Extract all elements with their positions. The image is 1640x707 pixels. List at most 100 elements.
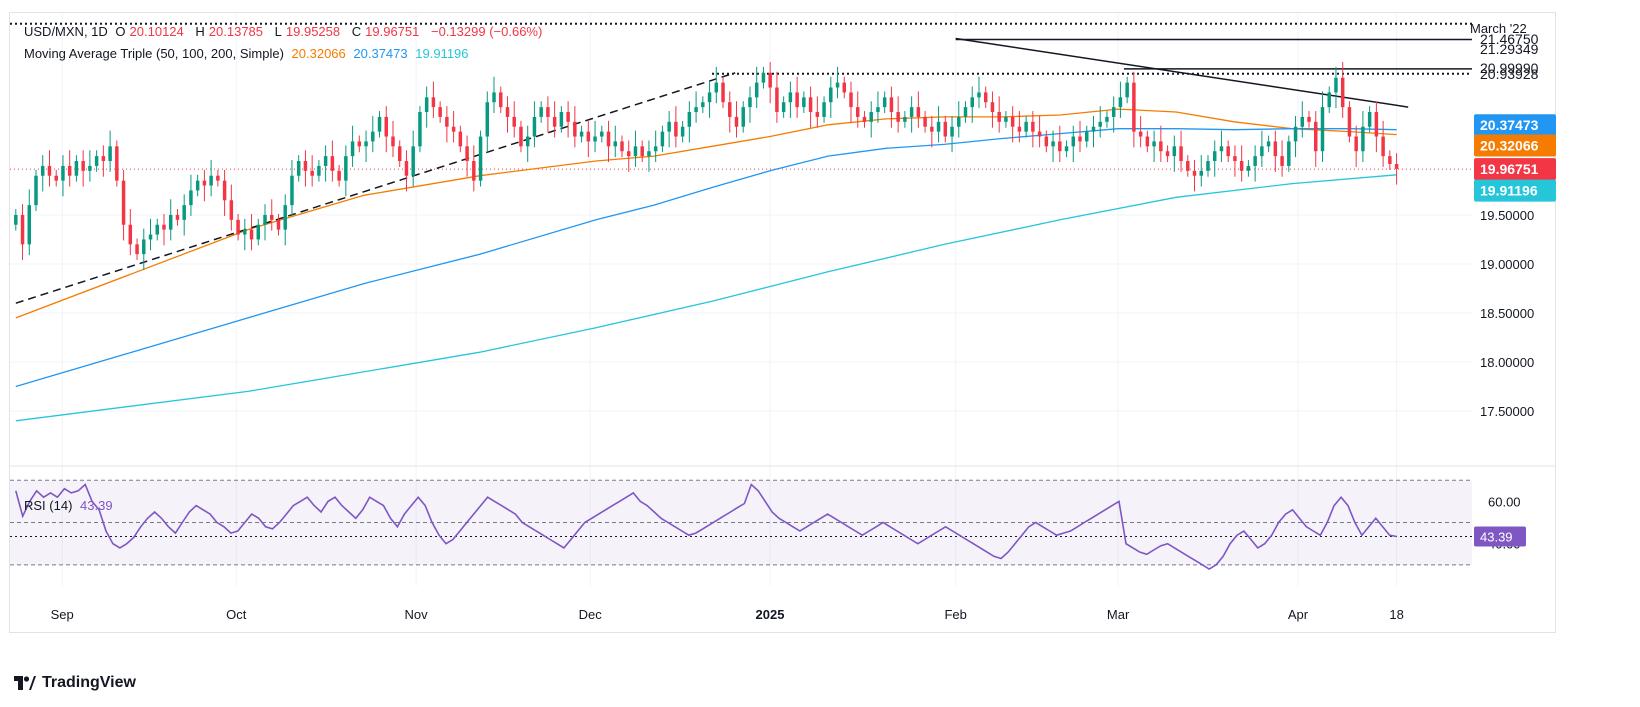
candle-body bbox=[701, 102, 705, 108]
time-axis-label: Nov bbox=[405, 607, 429, 622]
candle-body bbox=[923, 116, 927, 127]
candle-body bbox=[472, 161, 476, 181]
candle-body bbox=[1388, 156, 1392, 164]
candle-body bbox=[552, 116, 557, 127]
candle-body bbox=[983, 92, 988, 103]
candle-body bbox=[189, 190, 193, 206]
change-value: −0.13299 (−0.66%) bbox=[431, 24, 543, 39]
rsi-axis-tick: 60.00 bbox=[1488, 494, 1521, 509]
brand-name: TradingView bbox=[42, 674, 136, 691]
candle-body bbox=[1226, 146, 1230, 157]
price-axis-tick: 18.50000 bbox=[1480, 306, 1534, 321]
candle-body bbox=[802, 97, 806, 108]
candle-body bbox=[162, 224, 166, 230]
price-tag-text: 19.96751 bbox=[1480, 161, 1539, 177]
candle-body bbox=[465, 146, 469, 162]
candle-body bbox=[1111, 107, 1116, 117]
candle-body bbox=[1051, 141, 1055, 147]
candle-body bbox=[350, 141, 355, 157]
candle-body bbox=[1340, 77, 1345, 108]
candle-body bbox=[249, 229, 254, 240]
candle-body bbox=[869, 112, 873, 122]
candle-body bbox=[1354, 136, 1358, 152]
candle-body bbox=[168, 214, 173, 230]
candle-body bbox=[707, 92, 712, 103]
candle-body bbox=[728, 102, 732, 117]
candle-body bbox=[687, 112, 692, 127]
candle-body bbox=[788, 92, 793, 103]
candle-body bbox=[842, 82, 847, 93]
price-axis-tick: 17.50000 bbox=[1480, 404, 1534, 419]
candle-body bbox=[808, 97, 813, 113]
ma200-value: 19.91196 bbox=[415, 46, 469, 61]
candle-body bbox=[1374, 112, 1379, 137]
candle-body bbox=[1287, 141, 1291, 166]
price-tag-text: 20.99990 bbox=[1480, 60, 1539, 76]
candle-body bbox=[559, 112, 564, 127]
rsi-value-tag bbox=[1474, 526, 1526, 547]
candle-body bbox=[88, 165, 92, 171]
moving-average-100 bbox=[15, 128, 1397, 388]
candle-body bbox=[815, 112, 820, 117]
candle-body bbox=[1260, 146, 1264, 157]
candle-body bbox=[903, 116, 907, 122]
candle-body bbox=[990, 102, 995, 113]
low-value: L 19.95258 bbox=[274, 24, 341, 39]
tradingview-brand[interactable]: TradingView bbox=[14, 674, 136, 692]
price-tag-text: 20.32066 bbox=[1480, 138, 1539, 154]
trendline-channel bbox=[15, 72, 736, 304]
time-axis-label: Sep bbox=[51, 607, 74, 622]
candle-body bbox=[849, 92, 853, 108]
candle-body bbox=[835, 82, 840, 88]
candle-body bbox=[1253, 156, 1257, 166]
candle-body bbox=[1024, 121, 1028, 132]
candle-body bbox=[438, 107, 442, 117]
candle-body bbox=[1132, 82, 1136, 132]
candle-body bbox=[1138, 131, 1143, 137]
candle-body bbox=[135, 244, 139, 255]
price-axis-tick: 19.00000 bbox=[1480, 257, 1534, 272]
candle-body bbox=[195, 180, 200, 191]
rsi-value: 43.39 bbox=[80, 498, 113, 513]
candle-body bbox=[1179, 146, 1183, 162]
candle-body bbox=[478, 136, 483, 181]
candle-body bbox=[357, 141, 362, 147]
moving-average-50 bbox=[15, 108, 1397, 319]
candle-body bbox=[916, 107, 921, 117]
candle-body bbox=[317, 165, 321, 176]
candle-body bbox=[930, 126, 934, 132]
candle-body bbox=[1381, 136, 1385, 157]
time-axis-label: 2025 bbox=[756, 607, 785, 622]
candle-body bbox=[613, 141, 618, 147]
price-axis-tick: 18.00000 bbox=[1480, 355, 1534, 370]
time-axis-label: Feb bbox=[944, 607, 966, 622]
candle-body bbox=[256, 224, 261, 240]
candle-body bbox=[600, 131, 604, 137]
candle-body bbox=[1091, 126, 1096, 132]
candle-body bbox=[573, 121, 577, 137]
candle-body bbox=[714, 82, 719, 93]
candle-body bbox=[1098, 121, 1102, 127]
candle-body bbox=[1172, 146, 1177, 157]
candle-body bbox=[148, 234, 153, 240]
rsi-value-tag-text: 43.39 bbox=[1480, 530, 1513, 545]
candle-body bbox=[855, 107, 860, 117]
candle-body bbox=[633, 146, 638, 157]
candle-body bbox=[1307, 116, 1311, 122]
candle-body bbox=[216, 175, 220, 181]
candle-body bbox=[680, 126, 685, 137]
candle-body bbox=[593, 136, 597, 142]
candle-body bbox=[101, 156, 106, 162]
candle-body bbox=[276, 219, 281, 230]
candle-body bbox=[626, 151, 631, 157]
candle-body bbox=[1037, 131, 1042, 137]
candle-body bbox=[229, 200, 234, 220]
candle-body bbox=[1031, 121, 1035, 132]
price-tag bbox=[1474, 134, 1556, 157]
candle-body bbox=[667, 121, 671, 132]
candle-body bbox=[121, 180, 126, 225]
candle-body bbox=[1300, 116, 1305, 127]
price-tag-text: 21.29349 bbox=[1480, 41, 1539, 57]
candle-body bbox=[458, 131, 463, 147]
